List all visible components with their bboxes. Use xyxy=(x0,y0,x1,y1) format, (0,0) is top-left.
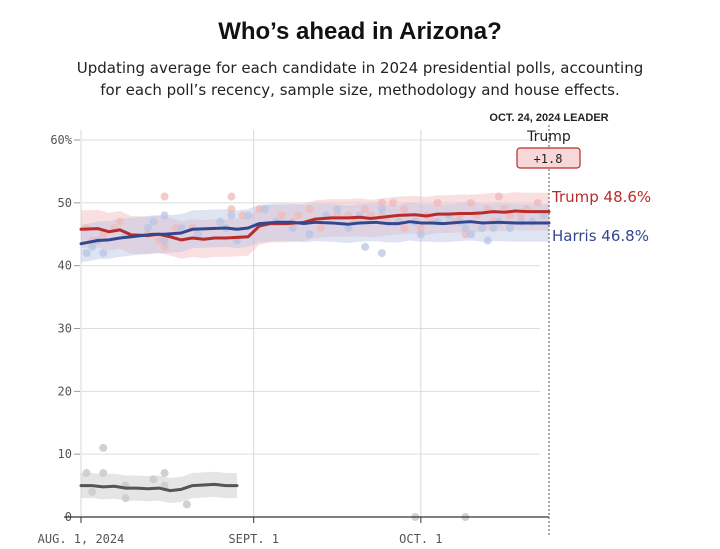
leader-name: Trump xyxy=(526,129,571,145)
leader-margin-badge xyxy=(516,147,581,169)
trump-poll-dot xyxy=(433,198,442,207)
x-axis: AUG. 1, 2024 SEPT. 1 OCT. 1 xyxy=(38,125,550,546)
harris-poll-dot xyxy=(82,249,91,258)
harris-poll-dot xyxy=(333,205,342,214)
trump-poll-dot xyxy=(506,211,514,220)
harris-poll-dot xyxy=(478,223,487,232)
trump-poll-dot xyxy=(238,211,247,220)
trump-poll-dot xyxy=(305,205,314,214)
trump-poll-dot xyxy=(277,211,286,220)
harris-poll-dot xyxy=(260,205,269,214)
harris-poll-dot xyxy=(99,249,108,258)
trump-poll-dot xyxy=(389,198,397,207)
harris-poll-dot xyxy=(194,230,202,239)
harris-poll-dot xyxy=(143,223,152,232)
trump-poll-dot xyxy=(316,223,325,232)
trump-poll-dot xyxy=(294,211,303,220)
harris-poll-dot xyxy=(539,211,548,220)
harris-poll-dot xyxy=(88,242,97,251)
other-average-line xyxy=(79,482,239,493)
harris-end-label: Harris 46.8% xyxy=(552,227,649,245)
trump-poll-dot xyxy=(116,217,124,226)
trump-poll-dot xyxy=(227,205,236,214)
confidence-bands xyxy=(81,192,549,504)
other-poll-dot xyxy=(160,469,169,478)
average-lines xyxy=(79,209,551,493)
trump-poll-dot xyxy=(155,236,163,245)
harris-poll-dot xyxy=(361,242,370,251)
other-poll-dot xyxy=(182,500,191,509)
trump-poll-dot xyxy=(361,205,370,214)
harris-poll-dot xyxy=(216,217,225,226)
trump-poll-dot xyxy=(227,192,236,201)
leader-margin: +1.8 xyxy=(534,152,563,166)
harris-poll-dot xyxy=(506,223,514,232)
y-tick-label: 10 xyxy=(58,447,72,461)
y-tick-label: 50 xyxy=(58,196,72,210)
trump-poll-dot xyxy=(467,198,475,207)
harris-poll-dot xyxy=(177,223,186,232)
trump-poll-dot xyxy=(416,223,425,232)
harris-poll-dot xyxy=(244,211,253,220)
harris-poll-dot xyxy=(377,205,386,214)
harris-poll-dot xyxy=(344,223,353,232)
harris-poll-dot xyxy=(416,230,425,239)
harris-poll-dot xyxy=(149,217,158,226)
harris-poll-dot xyxy=(467,230,475,239)
harris-poll-dot xyxy=(288,223,297,232)
y-tick-label: 40 xyxy=(58,259,72,273)
subtitle-line-1: Updating average for each candidate in 2… xyxy=(76,59,644,77)
trump-poll-dot xyxy=(160,242,169,251)
trump-poll-dot xyxy=(400,205,409,214)
trump-poll-dot xyxy=(400,223,409,232)
trump-poll-dot xyxy=(255,205,264,214)
harris-poll-dot xyxy=(160,211,169,220)
harris-poll-dot xyxy=(160,236,169,245)
harris-poll-dot xyxy=(377,249,386,258)
other-poll-dot xyxy=(88,487,97,496)
x-tick-label: AUG. 1, 2024 xyxy=(38,532,125,546)
y-tick-label: 60% xyxy=(50,133,72,147)
harris-poll-dot xyxy=(227,211,236,220)
end-labels: Trump 48.6% Harris 46.8% xyxy=(551,188,651,245)
trump-poll-dot xyxy=(377,198,386,207)
trump-poll-dot xyxy=(160,192,169,201)
x-tick-label: OCT. 1 xyxy=(399,532,442,546)
gridlines xyxy=(74,130,540,518)
harris-average-line xyxy=(79,220,551,246)
chart-title: Who’s ahead in Arizona? xyxy=(218,18,502,45)
chart-subtitle: Updating average for each candidate in 2… xyxy=(70,57,650,101)
trump-poll-dot xyxy=(494,192,503,201)
harris-poll-dot xyxy=(489,223,498,232)
trump-poll-dot xyxy=(517,211,526,220)
y-tick-label: 20 xyxy=(58,384,72,398)
harris-poll-dot xyxy=(483,236,492,245)
other-poll-dot xyxy=(82,469,91,478)
other-poll-dot xyxy=(121,494,130,503)
y-tick-label: 30 xyxy=(58,322,72,336)
other-poll-dot xyxy=(99,443,108,452)
leader-header: OCT. 24, 2024 LEADER xyxy=(489,112,608,124)
leader-annotation: OCT. 24, 2024 LEADER Trump +1.8 xyxy=(489,112,609,169)
trump-end-label: Trump 48.6% xyxy=(551,188,651,206)
other-poll-dot xyxy=(99,469,108,478)
harris-poll-dot xyxy=(305,230,314,239)
trump-poll-dot xyxy=(461,230,470,239)
harris-poll-dot xyxy=(461,223,470,232)
trump-confidence-band xyxy=(81,192,549,259)
trump-poll-dot xyxy=(171,223,180,232)
x-tick-label: SEPT. 1 xyxy=(228,532,279,546)
trump-poll-dot xyxy=(533,198,542,207)
subtitle-line-2: for each poll’s recency, sample size, me… xyxy=(100,81,620,99)
other-poll-dot xyxy=(149,475,158,484)
